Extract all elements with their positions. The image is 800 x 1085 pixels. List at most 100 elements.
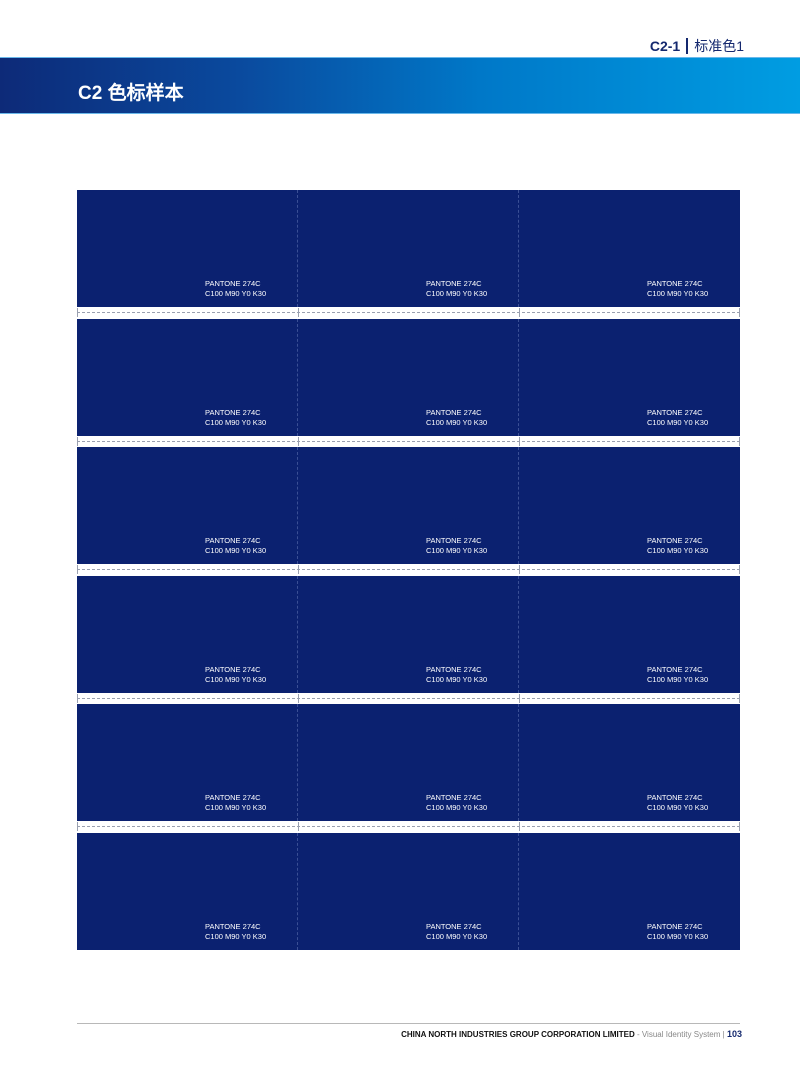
pantone-code: PANTONE 274C [205,921,261,931]
divider [686,38,689,54]
pantone-code: PANTONE 274C [426,793,482,802]
section-name: 标准色1 [694,38,744,54]
cmyk-value: C100 M90 Y0 K30 [647,289,709,298]
cmyk-value: C100 M90 Y0 K30 [205,417,267,427]
cut-tick [298,822,299,831]
cut-line [518,575,519,693]
pantone-code: PANTONE 274C [647,793,703,802]
color-swatch: PANTONE 274C C100 M90 Y0 K30 [519,447,740,564]
pantone-code: PANTONE 274C [205,279,261,288]
section-label: C2-1 标准色1 [650,36,744,56]
pantone-code: PANTONE 274C [647,407,703,417]
pantone-code: PANTONE 274C [426,536,482,545]
cmyk-value: C100 M90 Y0 K30 [426,674,488,684]
cut-tick [77,565,78,574]
pantone-code: PANTONE 274C [205,536,261,545]
cut-tick [739,436,740,446]
cut-line [297,447,298,564]
swatch-label: PANTONE 274C C100 M90 Y0 K30 [647,279,708,299]
cmyk-value: C100 M90 Y0 K30 [647,803,709,812]
swatch-label: PANTONE 274C C100 M90 Y0 K30 [205,408,266,428]
cmyk-value: C100 M90 Y0 K30 [426,417,488,427]
cut-tick [77,693,78,703]
pantone-code: PANTONE 274C [426,921,482,931]
dashed-cut-line [77,826,740,827]
swatch-label: PANTONE 274C C100 M90 Y0 K30 [426,922,487,942]
cut-strip [77,821,740,833]
system-name: - Visual Identity System [636,1030,721,1039]
cut-tick [298,308,299,317]
cut-tick [739,565,740,574]
dashed-cut-line [77,312,740,313]
corporation-name: CHINA NORTH INDUSTRIES GROUP CORPORATION… [401,1030,635,1039]
cut-line [297,318,298,436]
cmyk-value: C100 M90 Y0 K30 [647,417,709,427]
color-swatch: PANTONE 274C C100 M90 Y0 K30 [77,318,298,436]
cut-tick [519,436,520,446]
cut-tick [519,693,520,703]
swatch-label: PANTONE 274C C100 M90 Y0 K30 [426,793,487,813]
color-swatch: PANTONE 274C C100 M90 Y0 K30 [519,833,740,950]
pantone-code: PANTONE 274C [647,279,703,288]
dashed-cut-line [77,440,740,442]
cut-line [518,447,519,564]
cmyk-value: C100 M90 Y0 K30 [426,546,488,555]
cmyk-value: C100 M90 Y0 K30 [205,674,267,684]
swatch-label: PANTONE 274C C100 M90 Y0 K30 [205,922,266,942]
swatch-label: PANTONE 274C C100 M90 Y0 K30 [647,408,708,428]
footer-divider [77,1023,740,1024]
cut-line [518,318,519,436]
color-swatch: PANTONE 274C C100 M90 Y0 K30 [298,704,519,821]
cut-line [297,190,298,307]
cmyk-value: C100 M90 Y0 K30 [205,546,267,555]
cut-strip [77,692,740,704]
color-swatch: PANTONE 274C C100 M90 Y0 K30 [298,575,519,693]
swatch-row: PANTONE 274C C100 M90 Y0 K30 PANTONE 274C C… [77,575,740,693]
cut-tick [77,436,78,446]
cmyk-value: C100 M90 Y0 K30 [426,803,488,812]
cmyk-value: C100 M90 Y0 K30 [647,931,709,941]
swatch-grid: PANTONE 274C C100 M90 Y0 K30 PANTONE 274C C… [77,190,740,950]
cut-tick [77,308,78,317]
cmyk-value: C100 M90 Y0 K30 [426,931,488,941]
swatch-label: PANTONE 274C C100 M90 Y0 K30 [426,665,487,685]
swatch-label: PANTONE 274C C100 M90 Y0 K30 [426,279,487,299]
page-title: C2 色标样本 [78,83,184,104]
cut-strip [77,307,740,319]
footer-separator: | [722,1030,725,1039]
pantone-code: PANTONE 274C [647,921,703,931]
cut-line [518,704,519,821]
swatch-label: PANTONE 274C C100 M90 Y0 K30 [426,536,487,556]
swatch-row: PANTONE 274C C100 M90 Y0 K30 PANTONE 274C C… [77,318,740,436]
pantone-code: PANTONE 274C [647,536,703,545]
color-swatch: PANTONE 274C C100 M90 Y0 K30 [77,575,298,693]
cut-strip [77,435,740,447]
page-number: 103 [726,1029,742,1039]
cmyk-value: C100 M90 Y0 K30 [205,289,267,298]
pantone-code: PANTONE 274C [426,664,482,674]
color-swatch: PANTONE 274C C100 M90 Y0 K30 [298,318,519,436]
color-swatch: PANTONE 274C C100 M90 Y0 K30 [298,190,519,307]
cut-tick [519,822,520,831]
cut-tick [519,308,520,317]
color-swatch: PANTONE 274C C100 M90 Y0 K30 [519,190,740,307]
pantone-code: PANTONE 274C [205,664,261,674]
cmyk-value: C100 M90 Y0 K30 [647,546,709,555]
pantone-code: PANTONE 274C [426,279,482,288]
color-swatch: PANTONE 274C C100 M90 Y0 K30 [519,704,740,821]
color-swatch: PANTONE 274C C100 M90 Y0 K30 [77,704,298,821]
pantone-code: PANTONE 274C [647,664,703,674]
pantone-code: PANTONE 274C [205,793,261,802]
cut-tick [739,693,740,703]
header-band: C2 色标样本 [0,57,800,114]
color-swatch: PANTONE 274C C100 M90 Y0 K30 [77,832,298,950]
swatch-label: PANTONE 274C C100 M90 Y0 K30 [205,793,266,813]
cut-tick [739,308,740,317]
color-swatch: PANTONE 274C C100 M90 Y0 K30 [519,576,740,693]
swatch-label: PANTONE 274C C100 M90 Y0 K30 [426,408,487,428]
color-swatch: PANTONE 274C C100 M90 Y0 K30 [77,190,298,307]
cut-tick [519,565,520,574]
swatch-row: PANTONE 274C C100 M90 Y0 K30 PANTONE 274C C… [77,447,740,564]
swatch-label: PANTONE 274C C100 M90 Y0 K30 [647,793,708,813]
